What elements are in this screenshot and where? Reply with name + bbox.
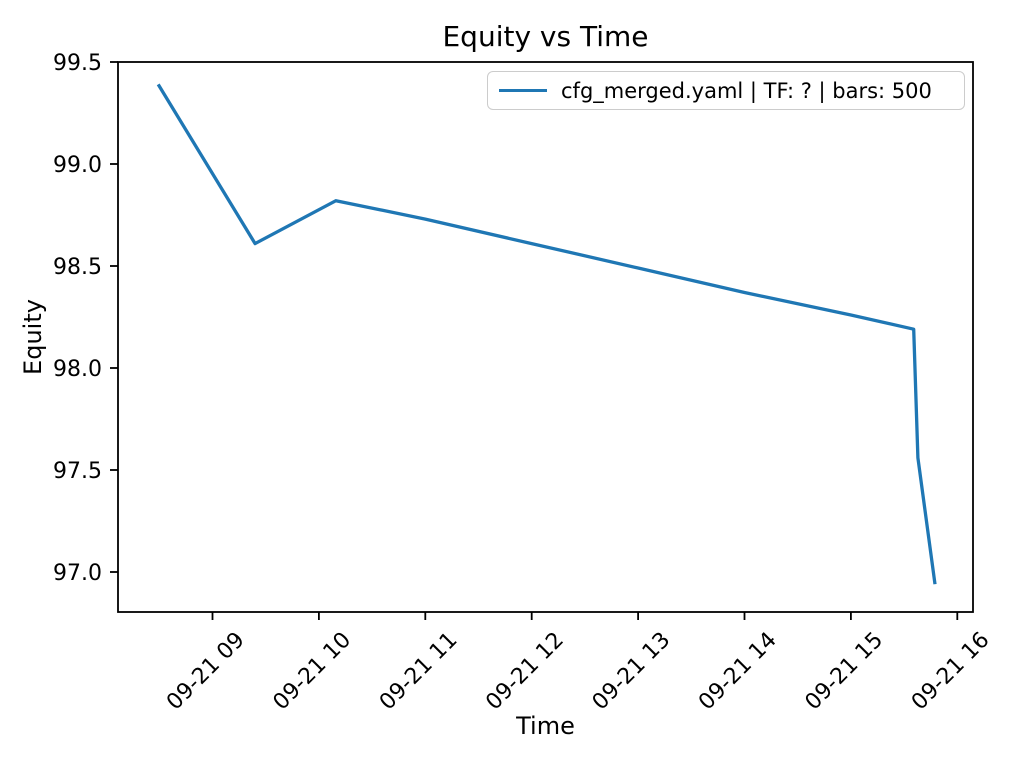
chart-title: Equity vs Time <box>442 20 649 53</box>
x-tick-label: 09-21 15 <box>801 628 889 716</box>
y-axis-label: Equity <box>19 299 47 375</box>
y-tick-label: 98.0 <box>53 357 102 382</box>
x-tick-label: 09-21 12 <box>481 628 569 716</box>
equity-line <box>156 83 937 585</box>
x-tick-label: 09-21 10 <box>269 628 357 716</box>
x-tick-label: 09-21 13 <box>588 628 676 716</box>
plot-border <box>117 61 974 613</box>
legend-line-swatch-icon <box>499 88 547 93</box>
legend: cfg_merged.yaml | TF: ? | bars: 500 <box>487 71 965 110</box>
y-tick-label: 97.0 <box>53 561 102 586</box>
y-tick-label: 98.5 <box>53 255 102 280</box>
x-tick-label: 09-21 16 <box>907 628 995 716</box>
x-tick-label: 09-21 11 <box>375 628 463 716</box>
x-tick-label: 09-21 14 <box>694 628 782 716</box>
x-tick-label: 09-21 09 <box>162 628 250 716</box>
x-axis-label: Time <box>516 712 575 740</box>
legend-label: cfg_merged.yaml | TF: ? | bars: 500 <box>561 78 932 103</box>
y-tick-label: 99.0 <box>53 153 102 178</box>
y-tick-label: 97.5 <box>53 459 102 484</box>
y-tick-label: 99.5 <box>53 51 102 76</box>
